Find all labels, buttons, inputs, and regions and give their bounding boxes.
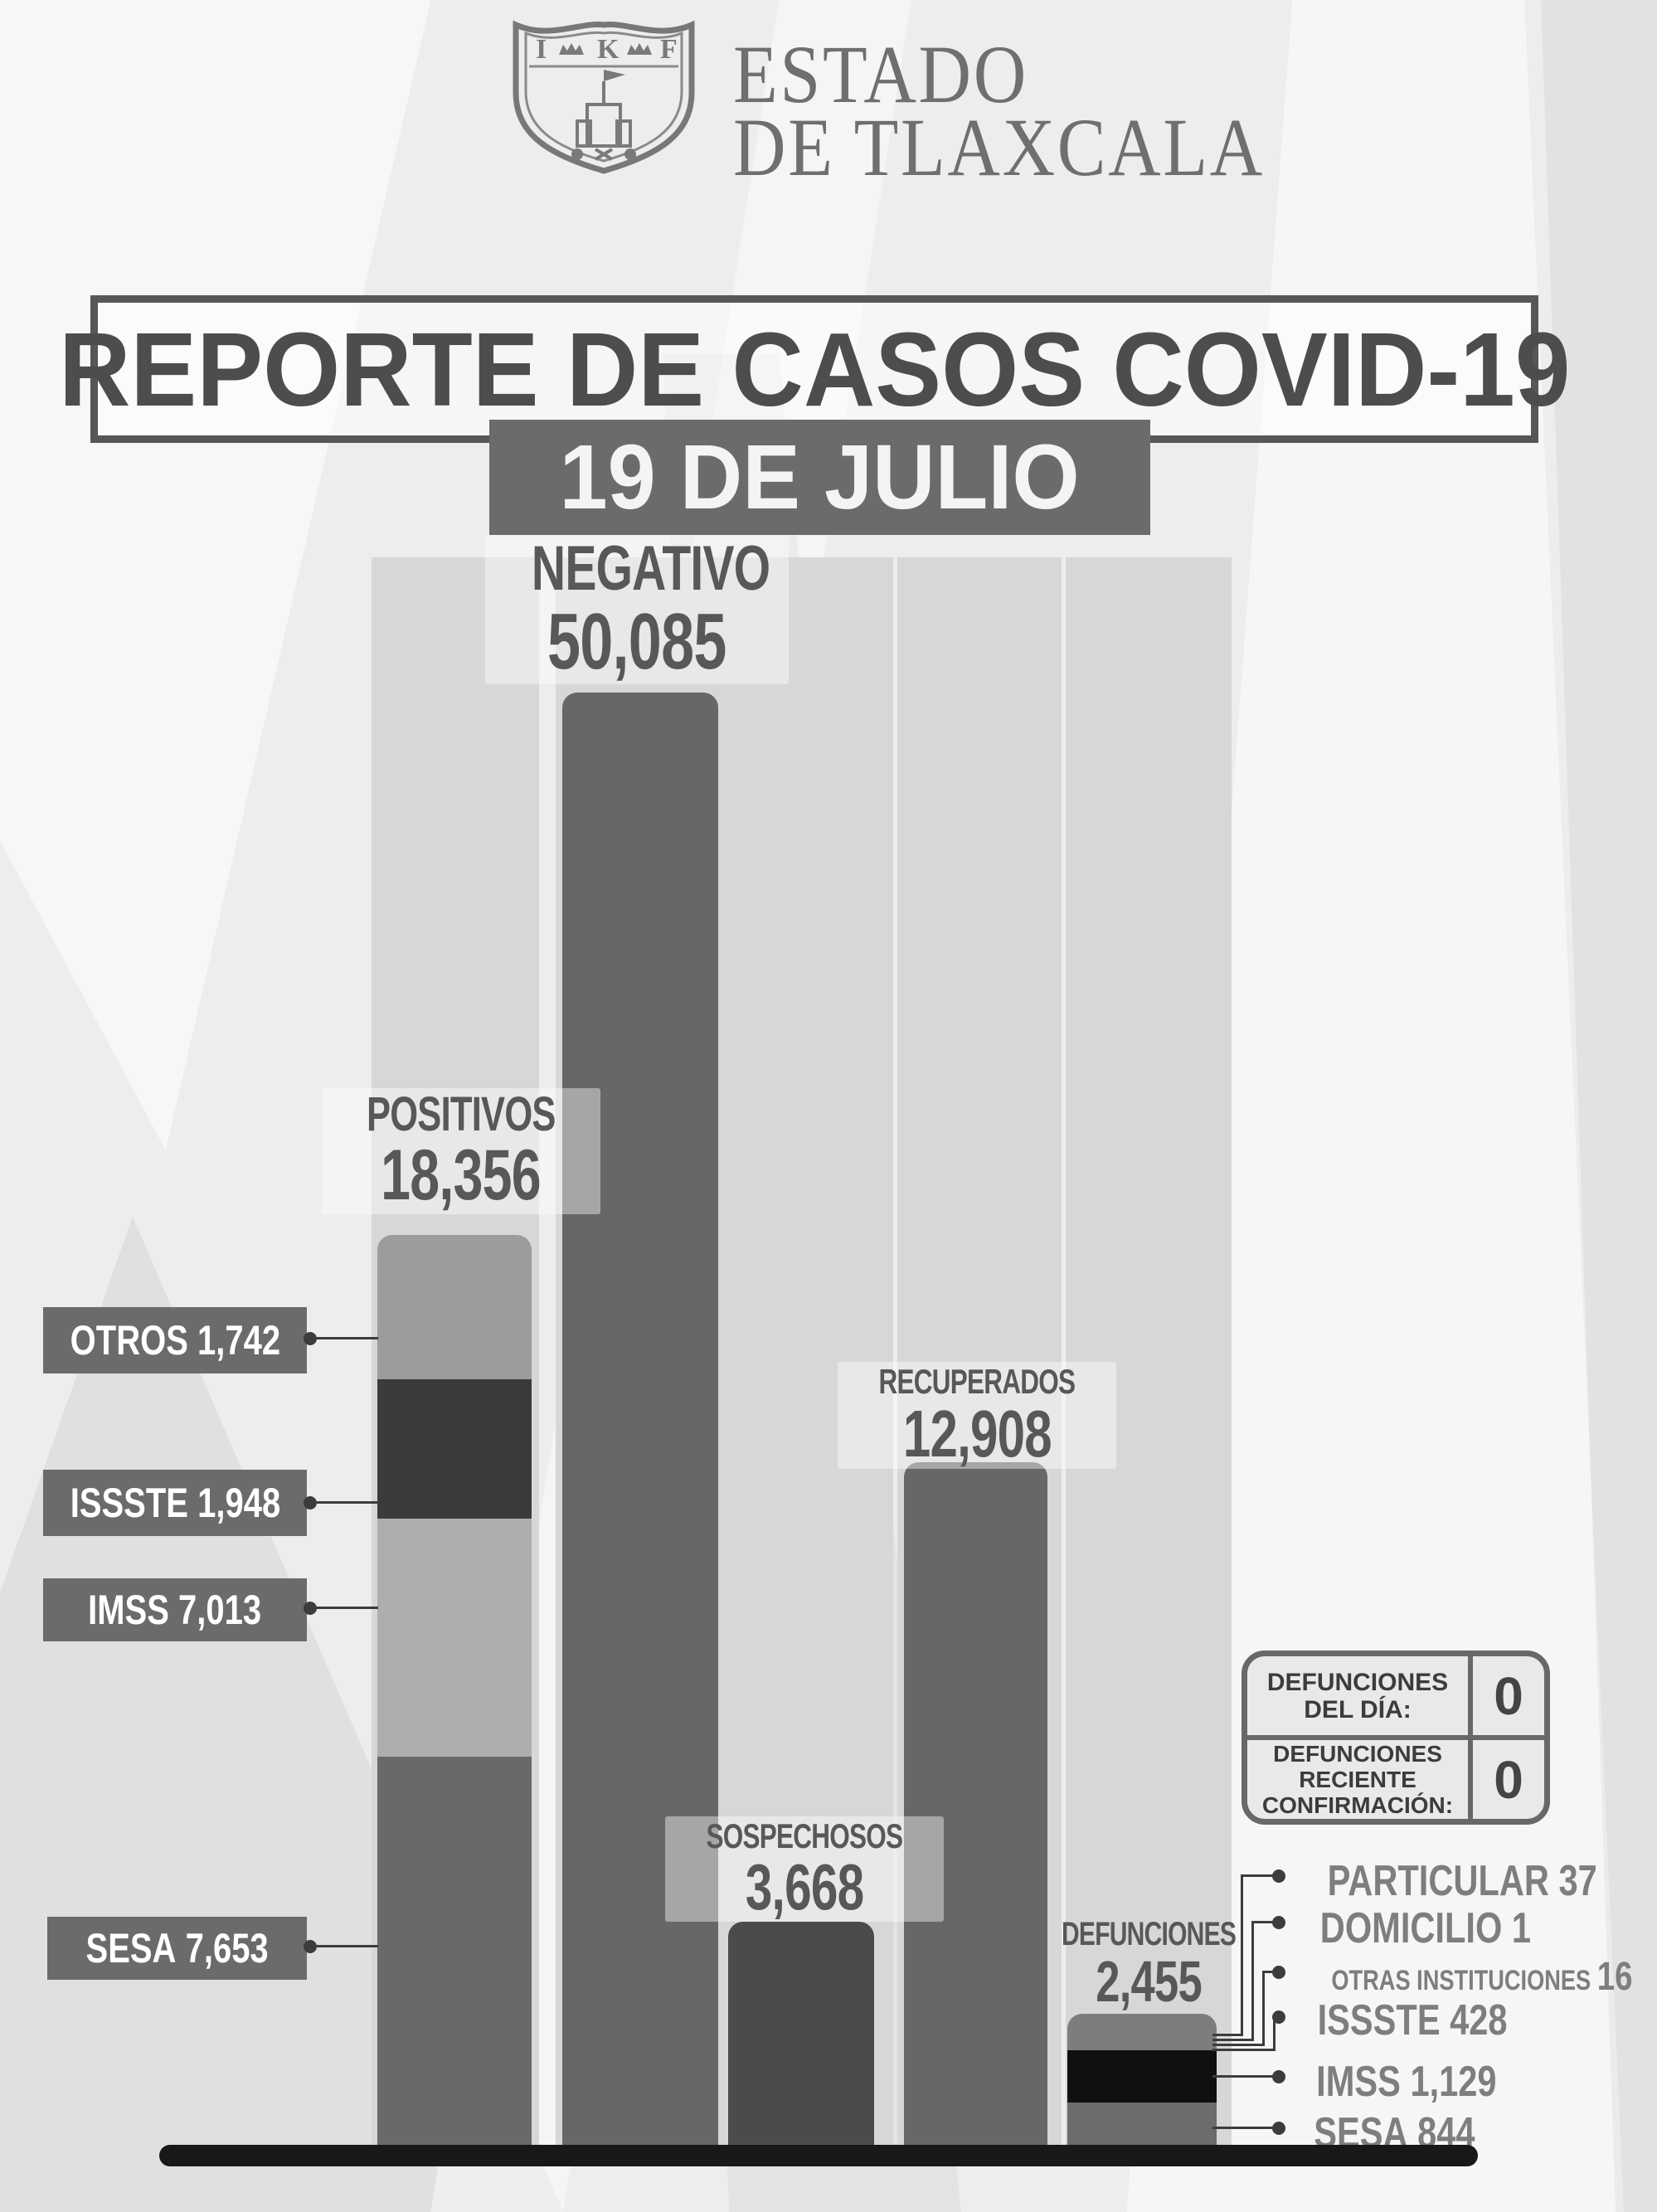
report-date: 19 DE JULIO	[559, 426, 1081, 528]
particular-value: 37	[1558, 1857, 1597, 1905]
defunciones-breakdown-issste: ISSSTE 428	[1294, 1996, 1531, 2045]
leader-line	[1241, 1874, 1279, 1877]
leader-line	[1212, 2127, 1277, 2129]
bar-recuperados	[904, 1462, 1047, 2146]
recuperados-label: RECUPERADOS	[878, 1362, 1076, 1401]
issste-value: 1,948	[197, 1480, 280, 1526]
defunciones-breakdown-otras: OTRAS INSTITUCIONES 16	[1294, 1954, 1657, 2000]
leader-line	[1241, 1876, 1243, 2035]
bar-sospechosos	[728, 1922, 874, 2146]
emblem-letter: I	[536, 34, 547, 65]
leader-line	[1262, 1972, 1265, 2045]
positivos-breakdown-sesa: SESA 7,653	[47, 1917, 307, 1980]
report-title: REPORTE DE CASOS COVID-19	[58, 310, 1571, 428]
recuperados-value: 12,908	[902, 1396, 1052, 1471]
imss-label: IMSS	[88, 1587, 170, 1633]
crown-icon	[627, 43, 652, 55]
positivos-label: POSITIVOS	[367, 1087, 556, 1141]
deaths-today-label-2: DEL DÍA:	[1304, 1695, 1412, 1723]
deaths-today-label-1: DEFUNCIONES	[1266, 1668, 1449, 1696]
deaths-recent-row: DEFUNCIONES RECIENTE CONFIRMACIÓN: 0	[1247, 1735, 1544, 1819]
deaths-recent-value: 0	[1468, 1740, 1544, 1819]
deaths-recent-label-3: CONFIRMACIÓN:	[1261, 1792, 1454, 1818]
issste-deaths-value: 428	[1450, 1996, 1508, 2044]
leader-line	[1212, 2075, 1277, 2078]
leader-line	[1251, 1923, 1254, 2040]
chart-baseline	[159, 2145, 1478, 2166]
sesa-value: 7,653	[185, 1925, 269, 1971]
leader-line	[1212, 2034, 1243, 2036]
crown-icon	[559, 43, 584, 55]
bar-defunciones-segment-sesa	[1067, 2103, 1217, 2146]
imss-deaths-value: 1,129	[1410, 2058, 1497, 2106]
leader-line	[1212, 2039, 1254, 2041]
bar-defunciones-segment-top	[1067, 2014, 1217, 2050]
otras-instituciones-value: 16	[1596, 1955, 1633, 1999]
imss-deaths-label: IMSS	[1316, 2058, 1401, 2106]
leader-line	[305, 1501, 378, 1504]
negativo-value: 50,085	[547, 597, 726, 687]
label-recuperados: RECUPERADOS 12,908	[838, 1362, 1116, 1471]
emblem-letter: K	[597, 34, 620, 65]
defunciones-breakdown-particular: PARTICULAR 37	[1294, 1856, 1630, 1906]
bar-positivos-segment-sesa	[377, 1757, 532, 2146]
deaths-recent-label-2: RECIENTE	[1299, 1767, 1416, 1792]
label-positivos: POSITIVOS 18,356	[322, 1087, 600, 1216]
bar-negativo	[562, 693, 718, 2146]
positivos-breakdown-otros: OTROS 1,742	[43, 1307, 307, 1373]
domicilio-label: DOMICILIO	[1319, 1904, 1503, 1952]
leader-line	[1273, 2015, 1276, 2050]
leader-line	[305, 1945, 378, 1947]
deaths-today-row: DEFUNCIONES DEL DÍA: 0	[1247, 1656, 1544, 1735]
castle-icon	[576, 70, 632, 148]
bar-defunciones-segment-imss	[1067, 2050, 1217, 2103]
bar-positivos-segment-imss	[377, 1519, 532, 1757]
deaths-info-box: DEFUNCIONES DEL DÍA: 0 DEFUNCIONES RECIE…	[1242, 1650, 1550, 1825]
defunciones-label: DEFUNCIONES	[1062, 1916, 1237, 1952]
label-defunciones: DEFUNCIONES 2,455	[1026, 1916, 1271, 2013]
defunciones-breakdown-domicilio: DOMICILIO 1	[1294, 1903, 1557, 1953]
otras-instituciones-label: OTRAS INSTITUCIONES	[1331, 1965, 1591, 1996]
deaths-recent-label-1: DEFUNCIONES	[1273, 1741, 1442, 1767]
leader-line	[305, 1337, 378, 1339]
bar-positivos-segment-issste	[377, 1379, 532, 1519]
leader-line	[305, 1607, 378, 1609]
sospechosos-label: SOSPECHOSOS	[706, 1816, 904, 1855]
defunciones-breakdown-imss: IMSS 1,129	[1294, 2057, 1519, 2107]
deaths-today-value: 0	[1468, 1656, 1544, 1735]
positivos-value: 18,356	[381, 1135, 542, 1216]
skulls-icon	[571, 148, 636, 161]
particular-label: PARTICULAR	[1327, 1857, 1549, 1905]
domicilio-value: 1	[1511, 1904, 1532, 1952]
imss-value: 7,013	[178, 1587, 262, 1633]
leader-line	[1212, 2049, 1276, 2051]
bar-positivos-segment-otros	[377, 1235, 532, 1379]
column-track-sospechosos	[723, 557, 893, 2146]
issste-deaths-label: ISSSTE	[1317, 1996, 1441, 2044]
defunciones-value: 2,455	[1096, 1948, 1202, 2014]
sospechosos-value: 3,668	[745, 1850, 864, 1923]
negativo-label: NEGATIVO	[531, 533, 770, 604]
issste-label: ISSSTE	[70, 1480, 188, 1526]
report-date-box: 19 DE JULIO	[489, 420, 1150, 535]
state-name-line1: ESTADO	[733, 28, 1028, 120]
sesa-label: SESA	[85, 1925, 177, 1971]
column-track-defunciones	[1066, 557, 1232, 2146]
label-sospechosos: SOSPECHOSOS 3,668	[665, 1816, 944, 1923]
state-name-line2: DE TLAXCALA	[733, 101, 1265, 193]
emblem-letter: F	[660, 34, 678, 65]
leader-line	[1212, 2044, 1265, 2046]
tlaxcala-coat-of-arms-icon: I K F	[513, 20, 695, 174]
otros-value: 1,742	[197, 1317, 280, 1364]
leader-line	[1251, 1921, 1279, 1923]
positivos-breakdown-issste: ISSSTE 1,948	[43, 1470, 307, 1536]
label-negativo: NEGATIVO 50,085	[485, 534, 789, 684]
otros-label: OTROS	[70, 1317, 188, 1364]
positivos-breakdown-imss: IMSS 7,013	[43, 1578, 307, 1641]
leader-line	[1262, 1971, 1279, 1973]
